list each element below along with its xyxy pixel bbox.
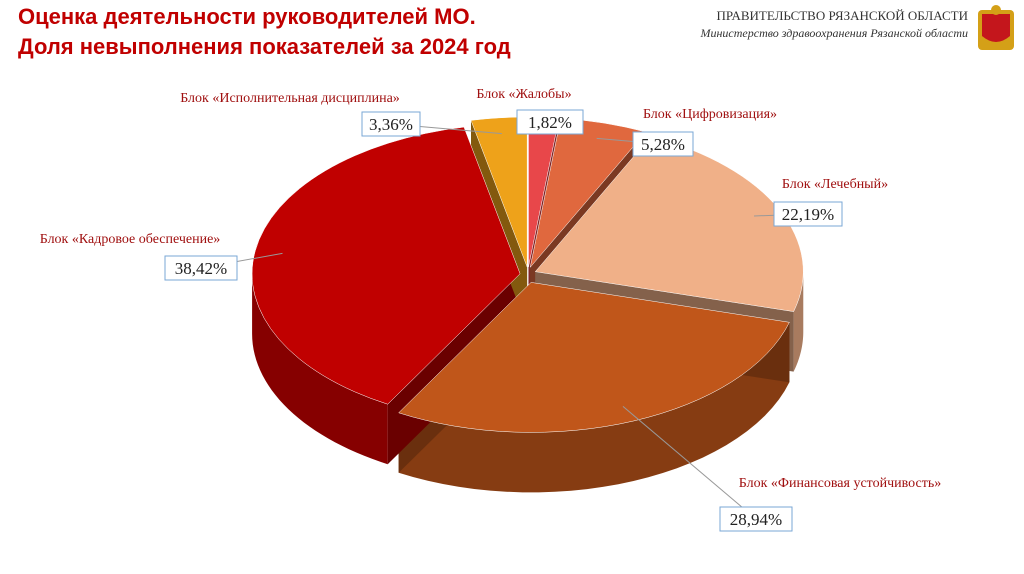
- slice-side: [252, 273, 388, 465]
- category-label: Блок «Лечебный»: [782, 177, 888, 192]
- category-label: Блок «Жалобы»: [476, 87, 571, 102]
- value-box: [719, 506, 793, 532]
- emblem: [978, 5, 1014, 50]
- category-label: Блок «Кадровое обеспечение»: [40, 232, 221, 247]
- organization: ПРАВИТЕЛЬСТВО РЯЗАНСКОЙ ОБЛАСТИ: [717, 8, 969, 23]
- category-label: Блок «Цифровизация»: [643, 107, 777, 122]
- title: Оценка деятельности руководителей МО.: [18, 4, 476, 29]
- value-label: 22,19%: [782, 205, 834, 224]
- value-box: [773, 201, 843, 227]
- value-label: 28,94%: [730, 510, 782, 529]
- category-label: Блок «Финансовая устойчивость»: [739, 476, 941, 491]
- ministry: Министерство здравоохранения Рязанской о…: [699, 26, 968, 40]
- value-box: [361, 111, 421, 137]
- value-label: 3,36%: [369, 115, 413, 134]
- value-label: 1,82%: [528, 113, 572, 132]
- slice: [251, 126, 521, 405]
- value-label: 5,28%: [641, 135, 685, 154]
- slice-side: [398, 322, 790, 493]
- value-box: [632, 131, 694, 157]
- category-label: Блок «Исполнительная дисциплина»: [180, 91, 400, 106]
- slice: [398, 282, 790, 433]
- leader-line: [622, 406, 757, 520]
- value-box: [516, 109, 584, 135]
- slice-side: [793, 271, 804, 372]
- value-label: 38,42%: [175, 259, 227, 278]
- subtitle: Доля невыполнения показателей за 2024 го…: [18, 34, 511, 59]
- pie-tops: [251, 116, 804, 433]
- value-box: [164, 255, 238, 281]
